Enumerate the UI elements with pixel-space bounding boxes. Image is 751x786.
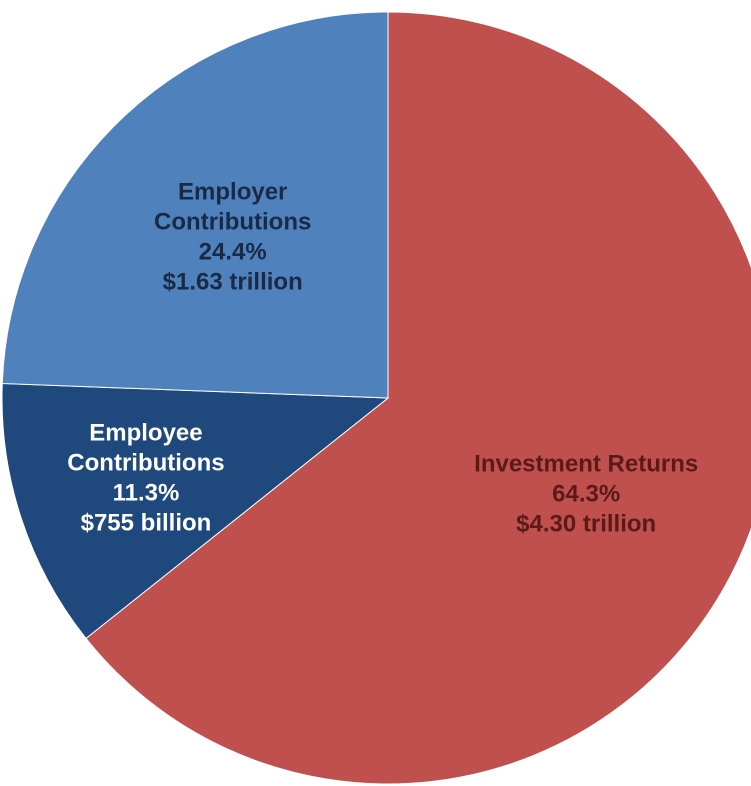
slice-label-line: Employer	[178, 179, 287, 206]
pie-slice-employee-contributions	[1, 382, 390, 640]
pie-slice-investment-returns	[85, 11, 751, 785]
slice-amount-label: $4.30 trillion	[516, 511, 656, 538]
slice-percent-label: 64.3%	[552, 481, 620, 508]
pie-slice-employer-contributions	[1, 11, 389, 399]
slice-label-line: Contributions	[154, 209, 311, 236]
slice-amount-label: $755 billion	[81, 509, 212, 536]
slice-label-line: Investment Returns	[474, 451, 698, 478]
slice-label-line: Contributions	[67, 449, 224, 476]
slice-amount-label: $1.63 trillion	[163, 269, 303, 296]
slice-percent-label: 24.4%	[199, 239, 267, 266]
slice-label-line: Employee	[89, 419, 202, 446]
slice-percent-label: 11.3%	[113, 479, 180, 506]
